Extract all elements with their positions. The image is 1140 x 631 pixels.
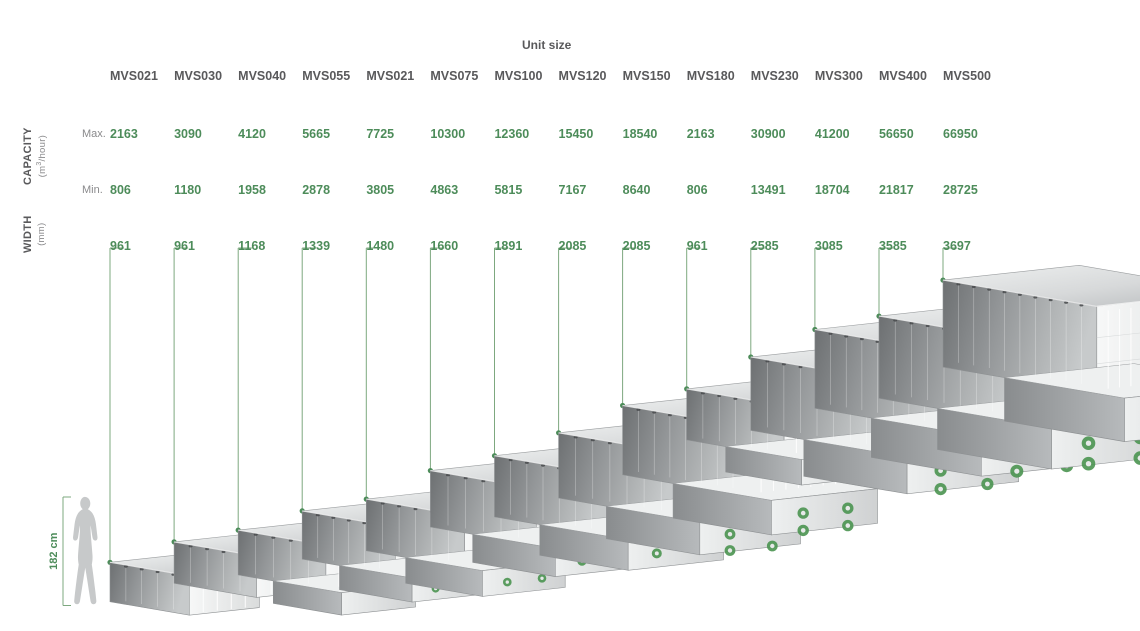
- svg-text:182 cm: 182 cm: [48, 532, 60, 570]
